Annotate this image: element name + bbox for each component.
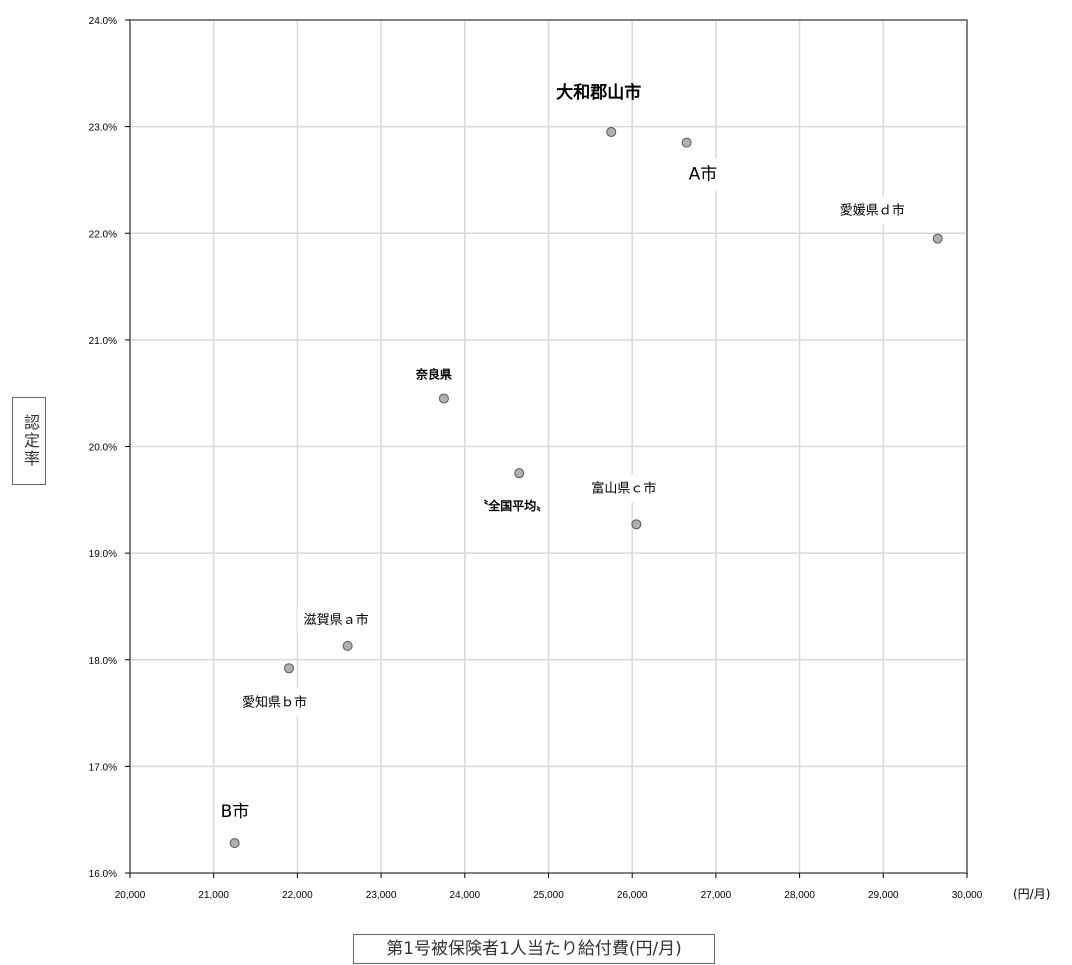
x-axis-title: 第1号被保険者1人当たり給付費(円/月) (353, 934, 715, 964)
y-tick-label: 23.0% (89, 123, 117, 134)
data-label-background (297, 605, 375, 634)
y-tick-label: 16.0% (89, 869, 117, 880)
y-tick-label: 21.0% (89, 336, 117, 347)
data-point (438, 393, 449, 404)
x-axis-ticks: 20,000 21,000 22,000 23,000 24,000 25,000 26,0… (115, 873, 983, 901)
x-tick-label: 27,000 (701, 890, 732, 901)
x-axis-unit: (円/月) (1013, 887, 1050, 901)
data-label: 奈良県 (415, 367, 452, 382)
data-points (229, 126, 943, 849)
data-label: 大和郡山市 (556, 82, 641, 103)
x-tick-label: 20,000 (115, 890, 146, 901)
x-tick-label: 21,000 (198, 890, 229, 901)
x-tick-label: 24,000 (450, 890, 481, 901)
data-label: 〝全国平均〟 (476, 498, 548, 513)
y-tick-label: 20.0% (89, 443, 117, 454)
data-label-background (833, 196, 911, 225)
data-point (342, 640, 353, 651)
y-tick-label: 24.0% (89, 16, 117, 27)
data-point (284, 663, 295, 674)
x-tick-label: 26,000 (617, 890, 648, 901)
y-tick-label: 17.0% (89, 762, 117, 773)
data-point (932, 233, 943, 244)
data-label-background (585, 474, 663, 503)
y-axis-title: 認定率 (12, 397, 46, 485)
data-point (681, 137, 692, 148)
y-tick-label: 22.0% (89, 229, 117, 240)
data-label-background (682, 158, 724, 191)
grid-lines (130, 20, 967, 873)
y-tick-label: 18.0% (89, 656, 117, 667)
x-tick-label: 30,000 (952, 890, 983, 901)
data-point (229, 838, 240, 849)
x-tick-label: 25,000 (533, 890, 564, 901)
data-label: 愛知県ｂ市 (242, 694, 307, 710)
data-point (606, 126, 617, 137)
data-label: 富山県ｃ市 (591, 480, 656, 496)
x-tick-label: 28,000 (784, 890, 815, 901)
data-label-background (236, 688, 314, 717)
y-tick-label: 19.0% (89, 549, 117, 560)
data-point (631, 519, 642, 530)
x-tick-label: 22,000 (282, 890, 313, 901)
y-axis-ticks: 16.0% 17.0% 18.0% 19.0% 20.0% 21.0% 22.0% 23.0%… (89, 16, 130, 880)
x-tick-label: 23,000 (366, 890, 397, 901)
data-label-background (214, 796, 256, 829)
x-tick-label: 29,000 (868, 890, 899, 901)
data-label: 滋賀県ａ市 (304, 612, 369, 628)
data-point (514, 468, 525, 479)
data-label: A市 (689, 165, 718, 185)
data-label: 愛媛県ｄ市 (840, 203, 905, 219)
data-label: B市 (221, 802, 250, 822)
